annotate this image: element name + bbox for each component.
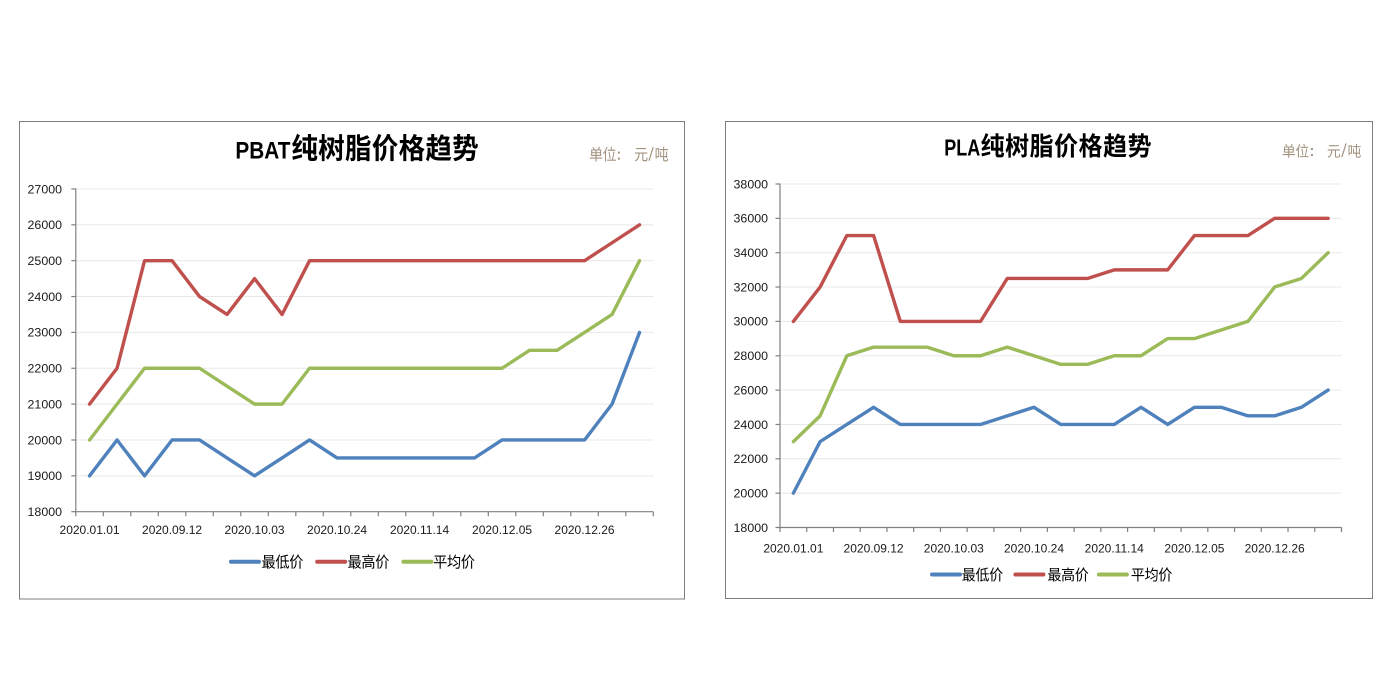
svg-text:2020.12.05: 2020.12.05 (1164, 542, 1224, 556)
svg-text:28000: 28000 (734, 349, 769, 363)
svg-text:PBAT: PBAT (235, 138, 290, 165)
svg-text:30000: 30000 (734, 315, 769, 329)
svg-text:38000: 38000 (734, 177, 769, 191)
svg-text:26000: 26000 (734, 383, 769, 397)
svg-text:22000: 22000 (734, 452, 769, 466)
svg-text:2020.12.05: 2020.12.05 (472, 523, 532, 537)
svg-text:32000: 32000 (734, 280, 769, 294)
svg-text:2020.09.12: 2020.09.12 (142, 523, 202, 537)
svg-text:18000: 18000 (734, 521, 769, 535)
svg-text:2020.11.14: 2020.11.14 (1085, 542, 1144, 556)
svg-text:2020.12.26: 2020.12.26 (555, 523, 615, 537)
svg-text:18000: 18000 (28, 505, 63, 519)
svg-text:2020.11.14: 2020.11.14 (390, 523, 449, 537)
svg-text:21000: 21000 (28, 397, 63, 411)
svg-text:20000: 20000 (734, 486, 769, 500)
svg-text:24000: 24000 (734, 418, 769, 432)
svg-text:25000: 25000 (28, 254, 63, 268)
svg-text:2020.01.01: 2020.01.01 (763, 542, 823, 556)
svg-text:2020.10.03: 2020.10.03 (924, 542, 984, 556)
svg-text:36000: 36000 (734, 212, 769, 226)
svg-text:22000: 22000 (28, 362, 63, 376)
svg-text:23000: 23000 (28, 326, 63, 340)
svg-text:2020.01.01: 2020.01.01 (60, 523, 120, 537)
svg-text:2020.12.26: 2020.12.26 (1245, 542, 1305, 556)
svg-text:2020.10.03: 2020.10.03 (225, 523, 285, 537)
svg-text:27000: 27000 (28, 182, 63, 196)
svg-text:19000: 19000 (28, 469, 63, 483)
svg-text:PLA: PLA (944, 134, 980, 160)
svg-text:24000: 24000 (28, 290, 63, 304)
svg-text:26000: 26000 (28, 218, 63, 232)
svg-text:34000: 34000 (734, 246, 769, 260)
svg-text:20000: 20000 (28, 433, 63, 447)
svg-text:2020.10.24: 2020.10.24 (307, 523, 367, 537)
svg-text:2020.09.12: 2020.09.12 (844, 542, 904, 556)
svg-text:2020.10.24: 2020.10.24 (1004, 542, 1064, 556)
